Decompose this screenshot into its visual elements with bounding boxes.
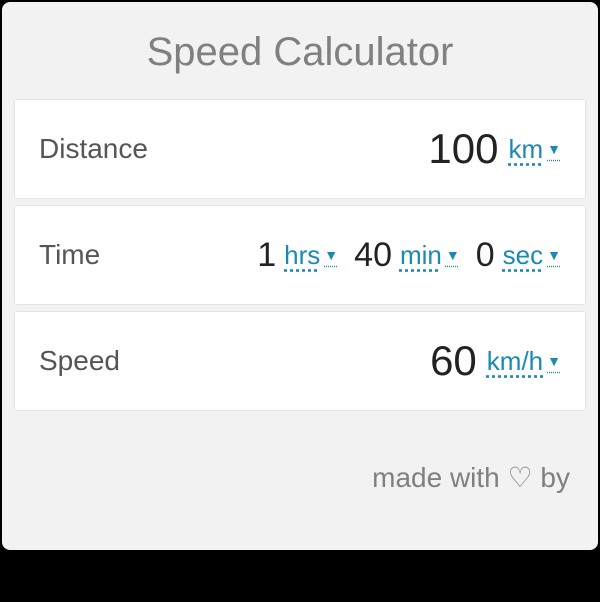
minutes-unit-dropdown[interactable]: min ▼ — [400, 240, 460, 271]
hours-unit-dropdown[interactable]: hrs ▼ — [284, 240, 338, 271]
seconds-value[interactable]: 0 — [476, 236, 495, 275]
time-row: Time 1 hrs ▼ 40 min ▼ 0 sec ▼ — [14, 205, 586, 305]
chevron-down-icon: ▼ — [547, 247, 561, 263]
calculator-card: Speed Calculator Distance 100 km ▼ Time … — [2, 2, 598, 550]
distance-unit-text: km — [508, 134, 543, 165]
minutes-unit-text: min — [400, 240, 442, 271]
rows-container: Distance 100 km ▼ Time 1 hrs ▼ 40 min ▼ — [2, 99, 598, 411]
speed-unit-dropdown[interactable]: km/h ▼ — [487, 346, 561, 377]
chevron-down-icon: ▼ — [446, 247, 460, 263]
speed-unit-text: km/h — [487, 346, 543, 377]
chevron-down-icon: ▼ — [547, 141, 561, 157]
minutes-value[interactable]: 40 — [354, 236, 392, 275]
distance-unit-dropdown[interactable]: km ▼ — [508, 134, 561, 165]
seconds-unit-text: sec — [503, 240, 543, 271]
speed-label: Speed — [39, 345, 120, 377]
page-title: Speed Calculator — [2, 30, 598, 75]
time-label: Time — [39, 239, 100, 271]
speed-value[interactable]: 60 — [430, 337, 477, 385]
footer-credit: made with ♡ by — [2, 417, 598, 494]
speed-row: Speed 60 km/h ▼ — [14, 311, 586, 411]
distance-row: Distance 100 km ▼ — [14, 99, 586, 199]
chevron-down-icon: ▼ — [324, 247, 338, 263]
distance-label: Distance — [39, 133, 148, 165]
header: Speed Calculator — [2, 2, 598, 99]
chevron-down-icon: ▼ — [547, 353, 561, 369]
seconds-unit-dropdown[interactable]: sec ▼ — [503, 240, 561, 271]
hours-unit-text: hrs — [284, 240, 320, 271]
distance-value[interactable]: 100 — [428, 125, 498, 173]
time-inputs: 1 hrs ▼ 40 min ▼ 0 sec ▼ — [100, 236, 561, 275]
hours-value[interactable]: 1 — [257, 236, 276, 275]
